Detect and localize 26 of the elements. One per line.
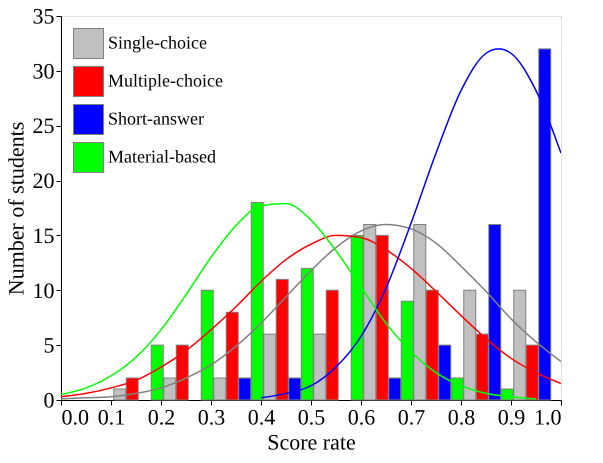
- x-axis-title: Score rate: [267, 430, 356, 454]
- legend-label: Single-choice: [108, 32, 207, 52]
- y-tick-label: 35: [32, 4, 54, 28]
- x-tick-label: 0.0: [62, 404, 89, 430]
- x-tick-label: 0.4: [248, 404, 276, 430]
- legend-label: Multiple-choice: [108, 70, 223, 90]
- y-tick-label: 5: [44, 332, 54, 358]
- legend-label: Material-based: [108, 146, 216, 166]
- line-series: [260, 48, 561, 399]
- y-tick-label: 0: [44, 388, 54, 412]
- x-tick-label: 0.7: [398, 404, 426, 430]
- x-tick-label: 0.8: [448, 404, 476, 430]
- x-tick-label: 1.0: [534, 404, 562, 430]
- y-tick-label: 15: [32, 222, 54, 248]
- y-tick-label: 30: [32, 58, 54, 84]
- x-tick-label: 0.6: [348, 404, 376, 430]
- y-axis-title: Number of students: [4, 122, 28, 296]
- x-tick-label: 0.2: [148, 404, 176, 430]
- x-tick-label: 0.1: [98, 404, 126, 430]
- x-tick-label: 0.5: [298, 404, 326, 430]
- y-tick-label: 20: [32, 168, 54, 194]
- y-tick-label: 10: [32, 278, 54, 303]
- x-tick-label: 0.9: [498, 404, 526, 430]
- y-tick-label: 25: [32, 113, 54, 138]
- legend-label: Short-answer: [108, 108, 204, 128]
- x-tick-label: 0.3: [198, 404, 226, 430]
